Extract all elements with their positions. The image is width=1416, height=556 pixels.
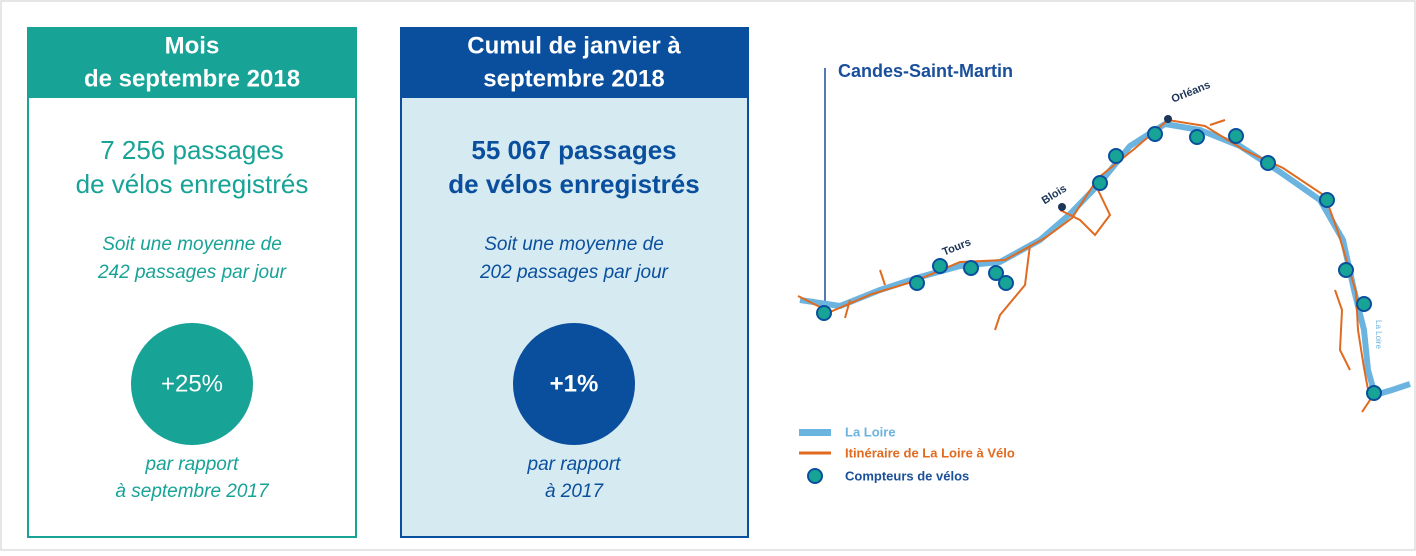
count-text: 55 067 passages bbox=[471, 135, 676, 165]
counter bbox=[1147, 126, 1163, 142]
counter bbox=[816, 305, 832, 321]
counter bbox=[1260, 155, 1276, 171]
header-text: septembre 2018 bbox=[483, 65, 664, 92]
change-text: +25% bbox=[161, 370, 223, 397]
counter bbox=[963, 260, 979, 276]
change-circle bbox=[131, 323, 253, 445]
counter bbox=[1319, 192, 1335, 208]
counter bbox=[1228, 128, 1244, 144]
counter bbox=[1092, 175, 1108, 191]
legend-text: La Loire bbox=[845, 424, 896, 439]
legend-swatch bbox=[799, 429, 831, 436]
comparison-text: à 2017 bbox=[545, 481, 605, 502]
counter bbox=[1108, 148, 1124, 164]
counter bbox=[932, 258, 948, 274]
city-dot bbox=[1164, 115, 1172, 123]
comparison-text: à septembre 2017 bbox=[115, 481, 270, 502]
change-text: +1% bbox=[550, 370, 599, 397]
counter bbox=[909, 275, 925, 291]
counter bbox=[1189, 129, 1205, 145]
count-text: de vélos enregistrés bbox=[448, 169, 699, 199]
header-text: de septembre 2018 bbox=[84, 65, 300, 92]
counter bbox=[1366, 385, 1382, 401]
panel-header bbox=[28, 28, 356, 98]
counter bbox=[1338, 262, 1354, 278]
count-text: 7 256 passages bbox=[100, 135, 284, 165]
counter bbox=[988, 265, 1004, 281]
start-label: Candes-Saint-Martin bbox=[838, 61, 1013, 81]
counter bbox=[998, 275, 1014, 291]
header-text: Mois bbox=[165, 32, 220, 59]
average-text: Soit une moyenne de bbox=[484, 234, 664, 255]
header-text: Cumul de janvier à bbox=[467, 32, 681, 59]
legend-text: Compteurs de vélos bbox=[845, 468, 969, 483]
river-label: La Loire bbox=[1374, 320, 1383, 349]
counter bbox=[1356, 296, 1372, 312]
comparison-text: par rapport bbox=[145, 454, 240, 475]
comparison-text: par rapport bbox=[527, 454, 622, 475]
legend-swatch bbox=[807, 468, 823, 484]
legend-text: Itinéraire de La Loire à Vélo bbox=[845, 445, 1015, 460]
average-text: 242 passages par jour bbox=[97, 262, 287, 283]
average-text: Soit une moyenne de bbox=[102, 234, 282, 255]
panel bbox=[400, 27, 749, 538]
count-text: de vélos enregistrés bbox=[76, 169, 309, 199]
panel-header bbox=[401, 28, 748, 98]
panel bbox=[27, 27, 357, 538]
city-dot bbox=[1058, 203, 1066, 211]
map: Candes-Saint-Martin Orléans Blois Tours … bbox=[797, 61, 1411, 484]
average-text: 202 passages par jour bbox=[479, 262, 669, 283]
change-circle bbox=[513, 323, 635, 445]
